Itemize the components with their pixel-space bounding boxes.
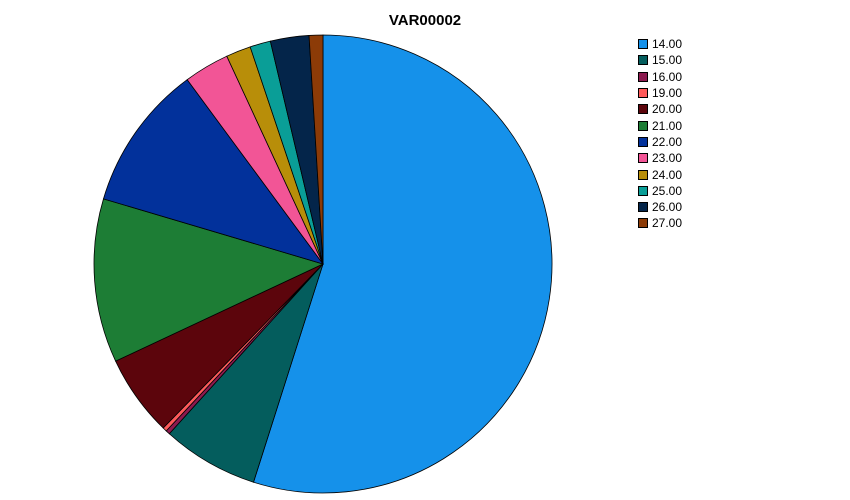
legend-item: 16.00 [638, 69, 682, 85]
legend-item: 27.00 [638, 215, 682, 231]
legend-swatch [638, 55, 648, 66]
legend-swatch [638, 104, 648, 115]
legend-label: 16.00 [652, 69, 683, 84]
legend-swatch [638, 120, 648, 131]
legend-label: 23.00 [652, 151, 683, 166]
legend-swatch [638, 153, 648, 164]
legend-swatch [638, 136, 648, 147]
legend-label: 25.00 [652, 183, 683, 198]
legend-swatch [638, 202, 648, 213]
legend-item: 15.00 [638, 52, 682, 68]
legend-item: 14.00 [638, 36, 682, 52]
legend-label: 24.00 [652, 167, 683, 182]
pie-slice-14-00 [252, 34, 553, 494]
legend-label: 27.00 [652, 216, 683, 231]
legend-item: 25.00 [638, 183, 682, 199]
legend-swatch [638, 218, 648, 229]
legend-swatch [638, 39, 648, 50]
legend-label: 19.00 [652, 86, 683, 101]
legend-swatch [638, 169, 648, 180]
chart-title: VAR00002 [388, 12, 462, 29]
legend-label: 20.00 [652, 102, 683, 117]
pie-slice-21-00 [93, 198, 325, 362]
legend-item: 21.00 [638, 117, 682, 133]
legend-item: 23.00 [638, 150, 682, 166]
legend-label: 26.00 [652, 200, 683, 215]
pie-slice-27-00 [308, 34, 324, 265]
legend-label: 14.00 [652, 37, 683, 52]
legend-item: 19.00 [638, 85, 682, 101]
legend-item: 22.00 [638, 134, 682, 150]
legend-item: 26.00 [638, 199, 682, 215]
legend-label: 21.00 [652, 118, 683, 133]
legend-swatch [638, 71, 648, 82]
legend-swatch [638, 185, 648, 196]
legend-label: 15.00 [652, 53, 683, 68]
legend-swatch [638, 88, 648, 99]
pie-slice-22-00 [102, 79, 325, 265]
legend-item: 24.00 [638, 166, 682, 182]
legend-label: 22.00 [652, 134, 683, 149]
legend-item: 20.00 [638, 101, 682, 117]
legend: 14.00 15.00 16.00 19.00 20.00 21.00 22.00 23.00… [638, 36, 682, 232]
